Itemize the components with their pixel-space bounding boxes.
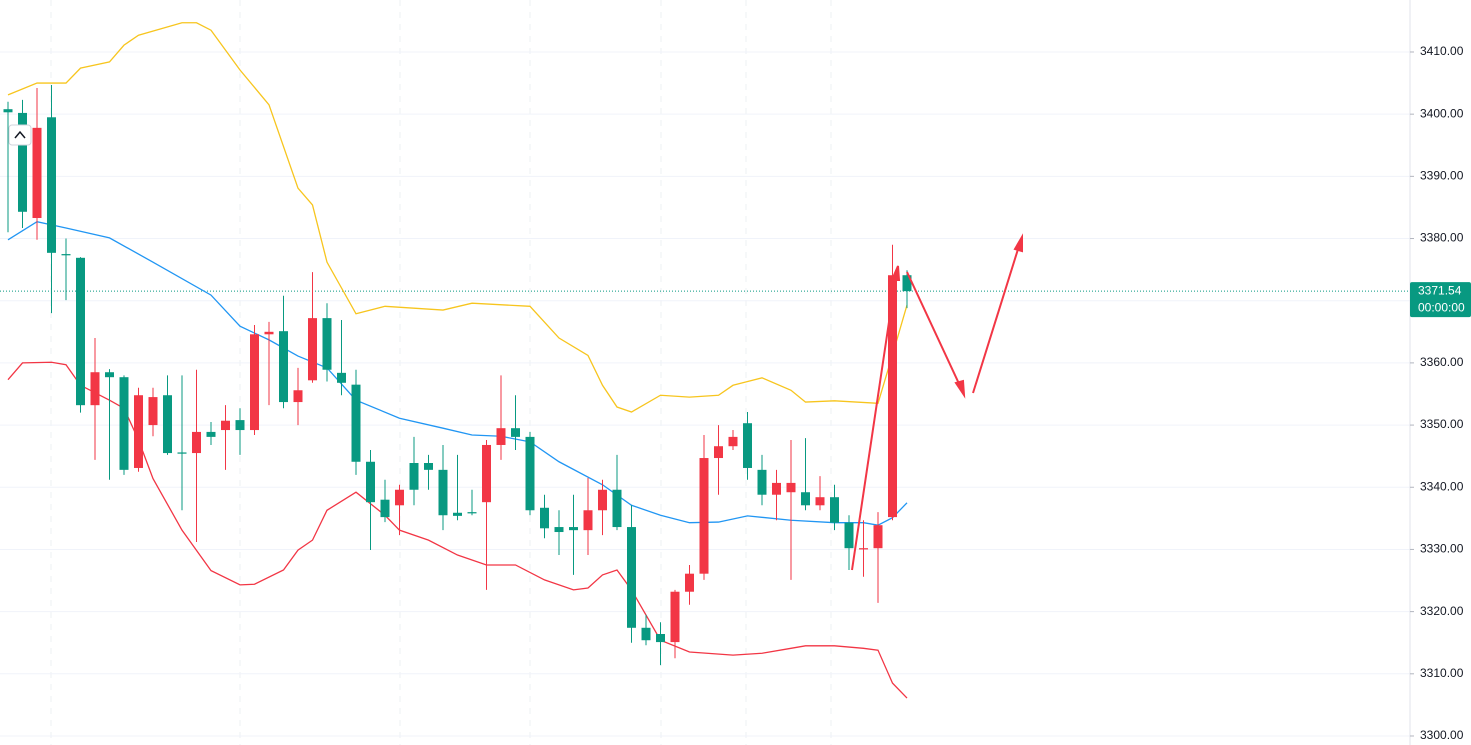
drawings	[851, 233, 1023, 571]
candle-body	[540, 507, 549, 529]
candle-body	[119, 377, 129, 470]
candle-body	[844, 522, 854, 549]
arrow-head	[954, 379, 966, 399]
vertical-grid	[50, 0, 832, 745]
last-price-label: 3371.54	[1418, 283, 1462, 297]
candle-body	[873, 525, 883, 549]
candle-body	[424, 463, 433, 470]
candle-body	[90, 372, 100, 406]
candle-body	[815, 497, 825, 506]
candle-body	[3, 109, 13, 113]
candle-body	[612, 489, 622, 528]
candle-body	[786, 482, 796, 493]
candle-body	[380, 499, 390, 518]
candle-body	[714, 446, 723, 459]
candle-body	[235, 420, 245, 431]
candle-body	[859, 548, 868, 550]
y-tick-label: 3410.00	[1420, 44, 1464, 58]
candle-body	[830, 497, 839, 523]
candle-body	[163, 395, 172, 454]
arrow-line	[851, 274, 897, 571]
y-tick-label: 3360.00	[1420, 355, 1464, 369]
candle-body	[656, 634, 665, 643]
y-tick-label: 3320.00	[1420, 604, 1464, 618]
arrow-head	[1013, 233, 1023, 253]
countdown-label: 00:00:00	[1418, 300, 1465, 314]
candle-body	[192, 431, 201, 454]
candles	[3, 84, 912, 666]
candle-body	[293, 390, 303, 403]
y-tick-label: 3300.00	[1420, 728, 1464, 742]
band-line	[7, 22, 908, 413]
candle-body	[496, 428, 506, 445]
y-tick-label: 3390.00	[1420, 169, 1464, 183]
candle-body	[105, 372, 114, 378]
band-line	[7, 361, 908, 699]
candle-body	[888, 275, 897, 518]
candle-body	[177, 452, 187, 454]
candle-body	[569, 527, 578, 531]
candle-body	[670, 591, 680, 643]
candle-body	[583, 510, 593, 531]
candle-body	[32, 127, 42, 219]
candle-body	[395, 489, 404, 506]
candle-body	[409, 463, 419, 490]
candle-body	[134, 395, 143, 468]
last-price-box	[1410, 282, 1471, 318]
candle-body	[699, 458, 709, 574]
candle-body	[772, 482, 781, 495]
candle-body	[728, 436, 738, 447]
candle-body	[264, 331, 274, 335]
candle-body	[148, 397, 158, 426]
candle-body	[453, 512, 462, 516]
candle-body	[250, 334, 259, 431]
candle-body	[18, 112, 27, 212]
price-axis: 3300.00 3310.00 3320.00 3330.00 3340.00 3350.…	[1410, 44, 1471, 742]
candle-body	[322, 318, 332, 370]
candle-body	[685, 573, 694, 592]
candle-body	[467, 512, 477, 514]
candle-body	[801, 492, 810, 506]
y-tick-label: 3330.00	[1420, 542, 1464, 556]
candle-body	[902, 275, 912, 292]
bands	[7, 22, 908, 699]
y-tick-label: 3400.00	[1420, 106, 1464, 120]
candle-body	[351, 384, 361, 462]
arrow-line	[906, 271, 962, 389]
button-box[interactable]	[8, 124, 32, 146]
candle-body	[47, 117, 56, 253]
candle-body	[511, 428, 520, 437]
collapse-button[interactable]	[8, 124, 32, 146]
candle-body	[337, 372, 346, 383]
candle-body	[641, 627, 651, 641]
candle-body	[76, 257, 85, 406]
y-tick-label: 3340.00	[1420, 479, 1464, 493]
candle-body	[279, 331, 288, 403]
y-tick-label: 3350.00	[1420, 417, 1464, 431]
candle-body	[743, 423, 752, 468]
candle-body	[598, 489, 607, 511]
arrow-head	[890, 265, 901, 281]
candle-body	[221, 420, 230, 431]
candle-body	[366, 461, 375, 503]
candle-body	[627, 527, 636, 628]
candle-body	[438, 469, 448, 516]
grid	[0, 51, 1410, 737]
candle-body	[525, 436, 535, 511]
candle-body	[308, 318, 317, 381]
candle-body	[61, 254, 71, 256]
button-icon	[14, 130, 26, 139]
candle-body	[757, 469, 767, 495]
candle-body	[554, 527, 564, 533]
candle-body	[482, 444, 491, 503]
y-tick-label: 3380.00	[1420, 231, 1464, 245]
y-tick-label: 3310.00	[1420, 666, 1464, 680]
candle-body	[206, 431, 216, 437]
arrow-line	[972, 245, 1020, 394]
